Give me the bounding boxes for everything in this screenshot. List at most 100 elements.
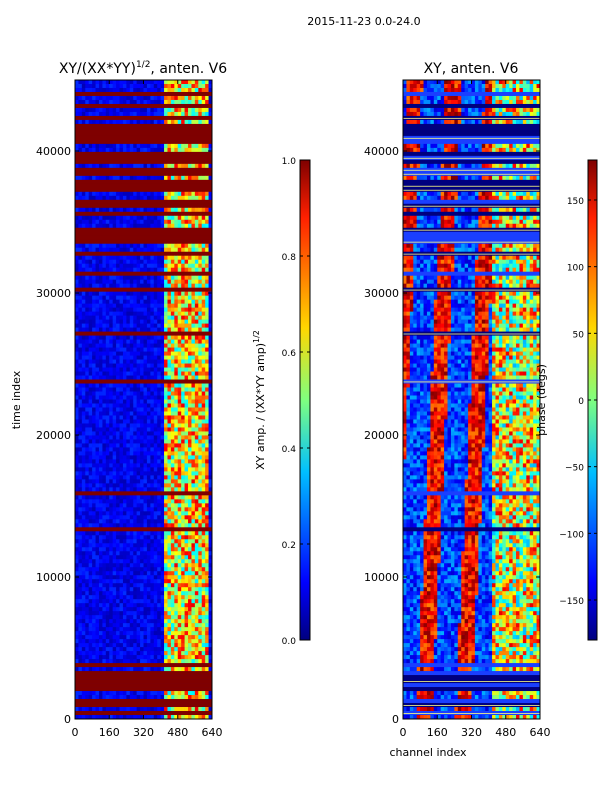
heatmap-cell [153,447,158,452]
heatmap-cell [157,411,161,416]
heatmap-cell [75,479,79,484]
heatmap-cell [191,351,196,356]
heatmap-cell [81,299,86,304]
heatmap-cell [122,515,127,520]
heatmap-cell [170,279,175,284]
heatmap-cell [92,535,96,540]
heatmap-cell [122,635,127,640]
heatmap-cell [201,599,206,604]
heatmap-cell [95,391,100,396]
heatmap-cell [146,499,151,504]
heatmap-cell [140,415,144,420]
heatmap-cell [140,423,144,428]
heatmap-cell [81,543,86,548]
heatmap-cell [164,551,168,556]
heatmap-cell [468,80,472,85]
heatmap-cell [146,667,151,672]
heatmap-cell [150,519,155,524]
heatmap-cell [109,367,113,372]
heatmap-cell [201,619,206,624]
heatmap-cell [112,519,117,524]
heatmap-cell [95,295,100,300]
heatmap-cell [75,487,79,492]
heatmap-cell [81,439,86,444]
heatmap-cell [88,319,93,324]
heatmap-cell [157,419,161,424]
heatmap-cell [88,531,93,536]
heatmap-cell [174,595,179,600]
heatmap-cell [150,587,155,592]
heatmap-cell [112,467,117,472]
heatmap-cell [78,371,83,376]
heatmap-cell [102,391,107,396]
heatmap-cell [136,643,141,648]
heatmap-cell [153,303,158,308]
heatmap-cell [194,695,199,700]
heatmap-cell [133,371,137,376]
heatmap-cell [119,399,124,404]
heatmap-cell [129,535,134,540]
heatmap-cell [194,655,199,660]
heatmap-cell [112,343,117,348]
heatmap-cell [122,531,127,536]
heatmap-cell [174,263,179,269]
heatmap-cell [160,351,165,356]
heatmap-cell [75,431,79,436]
heatmap-cell [140,323,144,328]
heatmap-cell [112,611,117,616]
heatmap-cell [88,487,93,492]
heatmap-cell [98,463,103,468]
heatmap-cell [157,459,161,464]
heatmap-cell [112,667,117,672]
heatmap-cell [191,543,196,548]
heatmap-cell [170,463,175,468]
heatmap-cell [164,463,168,468]
heatmap-cell [109,275,113,280]
heatmap-cell [177,327,182,332]
heatmap-cell [98,215,103,221]
heatmap-cell [140,259,144,265]
heatmap-cell [140,111,144,117]
heatmap-cell [140,143,144,149]
heatmap-cell [160,635,165,640]
heatmap-cell [174,451,179,456]
heatmap-cell [81,551,86,556]
heatmap-cell [92,351,96,356]
heatmap-cell [126,335,131,340]
heatmap-cell [164,471,168,476]
heatmap-cell [181,655,185,660]
heatmap-cell [153,627,158,632]
heatmap-cell [205,303,209,308]
heatmap-cell [126,555,131,560]
heatmap-cell [143,547,148,552]
heatmap-cell [194,83,199,89]
heatmap-cell [201,147,206,153]
heatmap-cell [126,451,131,456]
heatmap-cell [184,451,189,456]
heatmap-cell [126,367,131,372]
heatmap-cell [174,99,179,105]
heatmap-cell [146,95,151,101]
heatmap-cell [112,335,117,340]
heatmap-cell [191,423,196,428]
heatmap-cell [150,99,155,105]
flagged-row [75,171,212,177]
heatmap-cell [146,635,151,640]
heatmap-cell [85,595,89,600]
heatmap-cell [92,255,96,261]
heatmap-cell [119,255,124,261]
heatmap-cell [188,535,192,540]
heatmap-cell [160,263,165,269]
heatmap-cell [119,359,124,364]
heatmap-cell [153,391,158,396]
heatmap-cell [109,519,113,524]
heatmap-cell [98,627,103,632]
heatmap-cell [85,147,89,153]
heatmap-cell [122,463,127,468]
heatmap-cell [105,631,110,636]
heatmap-cell [122,451,127,456]
heatmap-cell [188,435,192,440]
heatmap-cell [201,431,206,436]
heatmap-cell [170,499,175,504]
heatmap-cell [136,623,141,628]
